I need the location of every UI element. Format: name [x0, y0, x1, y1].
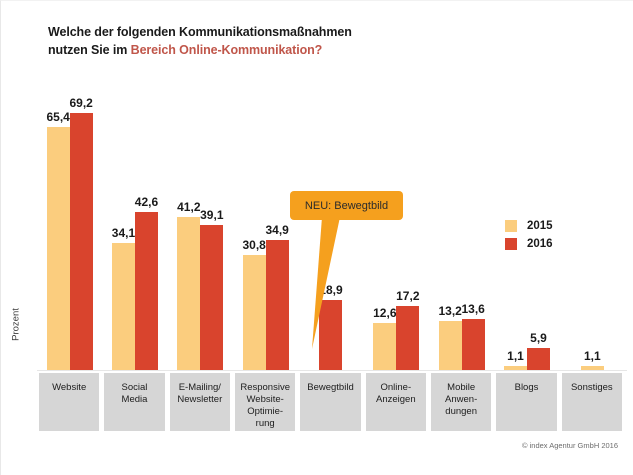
bar-2015[interactable]: 65,4 [46, 110, 70, 370]
category-label-box: Blogs [496, 373, 557, 431]
plot-area: 65,4 69,2 34,1 42,6 41,2 39,1 30,8 34,9 18,9 12,6… [37, 91, 625, 370]
chart-title-line2-accent: Bereich Online-Kommunikation? [130, 43, 323, 57]
bar-2016[interactable]: 17,2 [396, 289, 419, 370]
callout-tail [290, 217, 350, 349]
bar-2015[interactable]: 30,8 [242, 238, 266, 370]
bar-group: 1,1 5,9 [494, 91, 559, 370]
callout-new-bewegtbild: NEU: Bewegtbild [290, 191, 403, 220]
callout-label: NEU: Bewegtbild [304, 199, 389, 212]
bar-pair: 41,2 39,1 [168, 91, 233, 370]
bar-value-label: 13,2 [438, 303, 462, 318]
bar-2015[interactable]: 12,6 [373, 306, 396, 370]
bar-value-label: 30,8 [242, 238, 266, 253]
bar-pair: 1,1 5,9 [494, 91, 559, 370]
bar-2015[interactable]: 1,1 [580, 349, 604, 370]
bar-2016[interactable]: 69,2 [69, 96, 93, 370]
bar-group: 34,1 42,6 [102, 91, 167, 370]
category-label-text: Responsive Website- Optimie- rung [240, 382, 290, 429]
bar-value-label: 65,4 [46, 109, 70, 124]
bar-value-label: 13,6 [461, 302, 485, 317]
bar-2016[interactable]: 13,6 [461, 302, 485, 370]
bar-value-label: 1,1 [583, 348, 601, 363]
baseline-axis [37, 370, 627, 371]
bar-pair: 12,6 17,2 [364, 91, 429, 370]
category-label-text: E-Mailing/ Newsletter [177, 382, 223, 405]
bar-group: 12,6 17,2 [364, 91, 429, 370]
category-label-text: Website [52, 382, 87, 393]
bar-pair: 30,8 34,9 [233, 91, 298, 370]
chart-title-line1: Welche der folgenden Kommunikationsmaßna… [48, 25, 352, 39]
bar-group: 65,4 69,2 [37, 91, 102, 370]
bar-value-label: 41,2 [177, 199, 201, 214]
category-label-text: Sonstiges [570, 382, 613, 393]
bar-2016[interactable]: 42,6 [135, 195, 158, 370]
legend-item-2016[interactable]: 2016 [505, 238, 553, 250]
bar-pair: 13,2 13,6 [429, 91, 494, 370]
legend-label: 2016 [527, 238, 553, 250]
y-axis-label: Prozent [10, 308, 22, 341]
category-label-text: Bewegtbild [307, 382, 354, 393]
category-label-box: Responsive Website- Optimie- rung [235, 373, 296, 431]
copyright-credit: © index Agentur GmbH 2016 [522, 441, 618, 450]
bar-value-label: 5,9 [530, 331, 547, 346]
bar-2015[interactable]: 34,1 [112, 226, 135, 370]
chart-legend: 2015 2016 [505, 220, 553, 250]
bar-2016[interactable]: 34,9 [265, 223, 289, 370]
bar-value-label: 42,6 [134, 194, 159, 209]
chart-title-line2-plain: nutzen Sie im [48, 43, 131, 57]
bar-value-label: 1,1 [507, 348, 524, 363]
category-label-box: Sonstiges [561, 373, 622, 431]
bar-2016[interactable]: 39,1 [200, 208, 223, 370]
legend-label: 2015 [527, 220, 553, 232]
bar-value-label: 69,2 [69, 95, 93, 110]
bar-value-label: 12,6 [373, 306, 397, 321]
bar-group: 1,1 [560, 91, 625, 370]
bar-2015[interactable]: 1,1 [503, 349, 527, 370]
category-label-box: Bewegtbild [300, 373, 361, 431]
bar-2016[interactable]: 5,9 [526, 331, 550, 370]
chart-title: Welche der folgenden Kommunikationsmaßna… [48, 23, 468, 59]
bar-group: 13,2 13,6 [429, 91, 494, 370]
category-label-text: Online- Anzeigen [376, 382, 416, 405]
category-label-box: E-Mailing/ Newsletter [169, 373, 230, 431]
category-label-text: Social Media [121, 382, 148, 405]
bar-pair: 34,1 42,6 [102, 91, 167, 370]
bar-group: 30,8 34,9 [233, 91, 298, 370]
bar-group: 41,2 39,1 [168, 91, 233, 370]
bar-value-label: 17,2 [396, 289, 420, 304]
bar-2015[interactable]: 41,2 [177, 200, 200, 370]
bar-value-label: 34,9 [265, 223, 289, 238]
bar-pair: 1,1 [560, 91, 625, 370]
category-label-box: Website [39, 373, 100, 431]
category-axis: Website Social Media E-Mailing/ Newsletter… [37, 373, 625, 431]
bar-pair: 65,4 69,2 [37, 91, 102, 370]
category-label-box: Mobile Anwen- dungen [431, 373, 492, 431]
category-label-box: Social Media [104, 373, 165, 431]
category-label-box: Online- Anzeigen [365, 373, 426, 431]
bar-value-label: 39,1 [200, 207, 224, 222]
category-label-text: Mobile Anwen- dungen [445, 382, 478, 417]
legend-swatch [505, 238, 517, 250]
category-label-text: Blogs [514, 382, 539, 393]
legend-swatch [505, 220, 517, 232]
legend-item-2015[interactable]: 2015 [505, 220, 553, 232]
bar-2015[interactable]: 13,2 [438, 304, 462, 370]
bar-value-label: 34,1 [111, 226, 136, 241]
